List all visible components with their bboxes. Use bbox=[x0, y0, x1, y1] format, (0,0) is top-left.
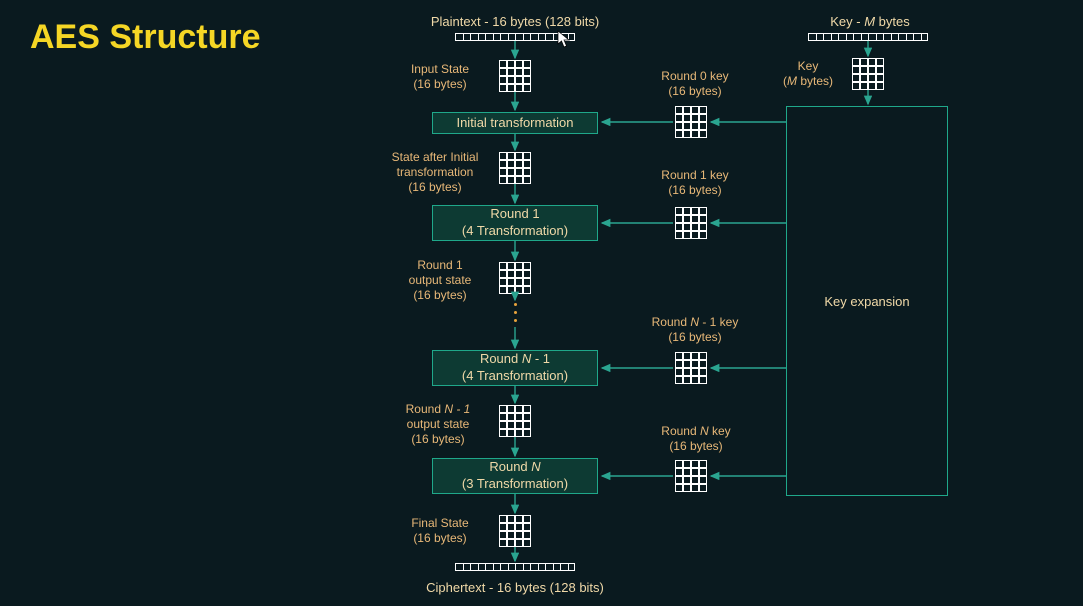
input-state-grid bbox=[499, 60, 531, 92]
round1-box: Round 1 (4 Transformation) bbox=[432, 205, 598, 241]
text: key bbox=[709, 424, 731, 438]
roundnm1-key-label: Round N - 1 key (16 bytes) bbox=[630, 315, 760, 345]
text: (16 bytes) bbox=[411, 432, 464, 446]
text: (16 bytes) bbox=[413, 288, 466, 302]
text: Round 1 bbox=[417, 258, 462, 272]
text: Round bbox=[406, 402, 445, 416]
round1-output-grid bbox=[499, 262, 531, 294]
key-top-label: Key - M bytes bbox=[810, 14, 930, 30]
key-input-label: Key (M bytes) bbox=[770, 59, 846, 89]
text: Round 1 bbox=[490, 206, 539, 223]
roundnm1-output-grid bbox=[499, 405, 531, 437]
text: N - 1 bbox=[444, 402, 470, 416]
text: Final State bbox=[411, 516, 468, 530]
text: Round bbox=[480, 351, 522, 366]
text: Initial transformation bbox=[456, 115, 573, 132]
round1-output-label: Round 1 output state (16 bytes) bbox=[390, 258, 490, 303]
after-initial-label: State after Initial transformation (16 b… bbox=[378, 150, 492, 195]
text: Round 0 key bbox=[661, 69, 728, 83]
text: Key expansion bbox=[824, 294, 909, 309]
text: bytes) bbox=[797, 74, 833, 88]
text: Round bbox=[652, 315, 691, 329]
roundnm1-box: Round N - 1 (4 Transformation) bbox=[432, 350, 598, 386]
text: Round bbox=[489, 459, 531, 474]
final-state-label: Final State (16 bytes) bbox=[390, 516, 490, 546]
key-byte-strip bbox=[808, 33, 928, 41]
text: (16 bytes) bbox=[668, 84, 721, 98]
ciphertext-label: Ciphertext - 16 bytes (128 bits) bbox=[410, 580, 620, 596]
round1-key-grid bbox=[675, 207, 707, 239]
text: (16 bytes) bbox=[413, 77, 466, 91]
final-state-grid bbox=[499, 515, 531, 547]
ellipsis-dots bbox=[514, 303, 517, 322]
roundn-key-grid bbox=[675, 460, 707, 492]
text: (16 bytes) bbox=[669, 439, 722, 453]
text: (16 bytes) bbox=[408, 180, 461, 194]
roundnm1-output-label: Round N - 1 output state (16 bytes) bbox=[388, 402, 488, 447]
key-expansion-box: Key expansion bbox=[786, 106, 948, 496]
initial-transformation-box: Initial transformation bbox=[432, 112, 598, 134]
input-state-label: Input State (16 bytes) bbox=[390, 62, 490, 92]
key-label-suffix: bytes bbox=[875, 14, 910, 29]
round0-key-label: Round 0 key (16 bytes) bbox=[640, 69, 750, 99]
key-input-grid bbox=[852, 58, 884, 90]
text: N bbox=[700, 424, 709, 438]
text: N bbox=[522, 351, 531, 366]
plaintext-label: Plaintext - 16 bytes (128 bits) bbox=[420, 14, 610, 30]
text: Input State bbox=[411, 62, 469, 76]
roundn-key-label: Round N key (16 bytes) bbox=[636, 424, 756, 454]
text: (16 bytes) bbox=[668, 183, 721, 197]
text: N bbox=[690, 315, 699, 329]
roundn-box: Round N (3 Transformation) bbox=[432, 458, 598, 494]
page-title: AES Structure bbox=[30, 18, 261, 57]
text: Key bbox=[798, 59, 819, 73]
text: (4 Transformation) bbox=[462, 368, 568, 385]
text: (16 bytes) bbox=[668, 330, 721, 344]
round0-key-grid bbox=[675, 106, 707, 138]
text: N bbox=[531, 459, 540, 474]
key-label-m: M bbox=[864, 14, 875, 29]
key-label-prefix: Key - bbox=[830, 14, 864, 29]
text: (4 Transformation) bbox=[462, 223, 568, 240]
roundnm1-key-grid bbox=[675, 352, 707, 384]
text: (16 bytes) bbox=[413, 531, 466, 545]
text: transformation bbox=[397, 165, 474, 179]
text: Round 1 key bbox=[661, 168, 728, 182]
round1-key-label: Round 1 key (16 bytes) bbox=[640, 168, 750, 198]
text: - 1 key bbox=[699, 315, 738, 329]
text: output state bbox=[407, 417, 470, 431]
text: - 1 bbox=[531, 351, 550, 366]
text: output state bbox=[409, 273, 472, 287]
text: M bbox=[787, 74, 797, 88]
text: (3 Transformation) bbox=[462, 476, 568, 493]
plaintext-byte-strip bbox=[455, 33, 575, 41]
text: State after Initial bbox=[392, 150, 479, 164]
after-initial-grid bbox=[499, 152, 531, 184]
ciphertext-byte-strip bbox=[455, 563, 575, 571]
text: Round bbox=[661, 424, 700, 438]
